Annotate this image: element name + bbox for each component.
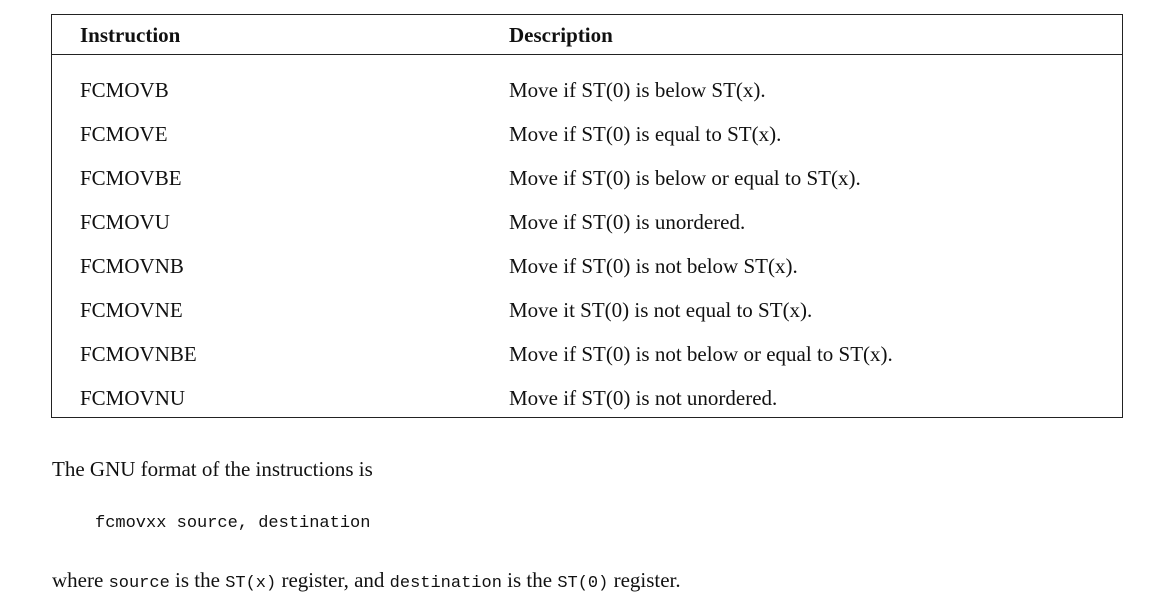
instruction-table: Instruction Description FCMOVB Move if S… [51, 14, 1123, 418]
explanation-text: register. [608, 568, 681, 592]
instruction-cell: FCMOVU [80, 210, 170, 234]
description-cell: Move it ST(0) is not equal to ST(x). [509, 298, 813, 322]
instruction-cell: FCMOVNU [80, 386, 186, 410]
header-instruction: Instruction [80, 23, 181, 47]
description-cell: Move if ST(0) is unordered. [509, 210, 746, 234]
table-row: FCMOVNU Move if ST(0) is not unordered. [52, 385, 1122, 429]
explanation-text: is the [501, 568, 558, 592]
description-cell: Move if ST(0) is equal to ST(x). [509, 122, 782, 146]
instruction-cell: FCMOVNB [80, 254, 184, 278]
table-row: FCMOVE Move if ST(0) is equal to ST(x). [52, 121, 1122, 165]
instruction-cell: FCMOVNBE [80, 342, 197, 366]
explanation-paragraph: where source is the ST(x) register, and … [52, 568, 681, 593]
table-row: FCMOVNBE Move if ST(0) is not below or e… [52, 341, 1122, 385]
instruction-cell: FCMOVNE [80, 298, 183, 322]
description-cell: Move if ST(0) is below or equal to ST(x)… [509, 166, 861, 190]
inline-code-st-0: ST(0) [557, 574, 609, 593]
code-example: fcmovxx source, destination [95, 514, 371, 533]
table-row: FCMOVBE Move if ST(0) is below or equal … [52, 165, 1122, 209]
table-body: FCMOVB Move if ST(0) is below ST(x). FCM… [52, 77, 1122, 429]
header-description: Description [509, 23, 613, 47]
description-cell: Move if ST(0) is not below or equal to S… [509, 342, 893, 366]
instruction-cell: FCMOVB [80, 78, 169, 102]
inline-code-destination: destination [389, 574, 502, 593]
instruction-cell: FCMOVE [80, 122, 168, 146]
table-row: FCMOVB Move if ST(0) is below ST(x). [52, 77, 1122, 121]
inline-code-source: source [108, 574, 170, 593]
description-cell: Move if ST(0) is not below ST(x). [509, 254, 798, 278]
instruction-cell: FCMOVBE [80, 166, 182, 190]
description-cell: Move if ST(0) is not unordered. [509, 386, 778, 410]
intro-paragraph: The GNU format of the instructions is [52, 457, 373, 481]
table-row: FCMOVNB Move if ST(0) is not below ST(x)… [52, 253, 1122, 297]
explanation-text: where [52, 568, 109, 592]
explanation-text: is the [169, 568, 226, 592]
inline-code-st-x: ST(x) [225, 574, 277, 593]
table-header: Instruction Description [52, 15, 1122, 55]
table-row: FCMOVNE Move it ST(0) is not equal to ST… [52, 297, 1122, 341]
table-row: FCMOVU Move if ST(0) is unordered. [52, 209, 1122, 253]
description-cell: Move if ST(0) is below ST(x). [509, 78, 766, 102]
explanation-text: register, and [276, 568, 390, 592]
